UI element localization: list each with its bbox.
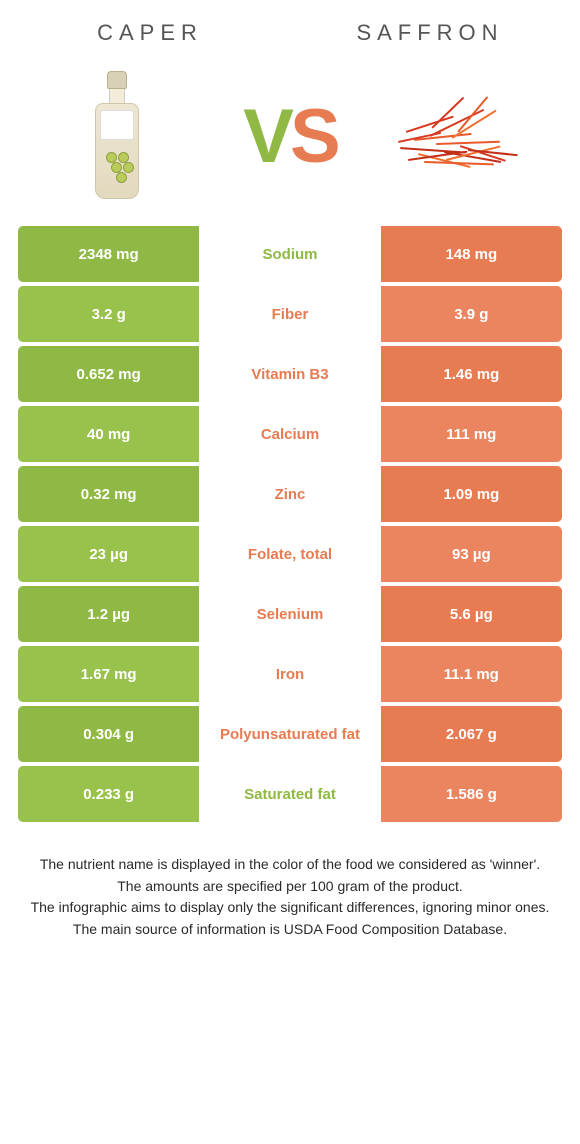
left-value: 23 µg bbox=[18, 526, 199, 582]
left-value: 2348 mg bbox=[18, 226, 199, 282]
nutrient-name: Saturated fat bbox=[199, 766, 380, 822]
left-value: 0.304 g bbox=[18, 706, 199, 762]
caper-image bbox=[30, 71, 203, 201]
vs-v: V bbox=[243, 93, 290, 180]
footer-line: The nutrient name is displayed in the co… bbox=[30, 854, 550, 876]
table-row: 1.67 mgIron11.1 mg bbox=[18, 646, 562, 702]
right-value: 93 µg bbox=[381, 526, 562, 582]
vs-s: S bbox=[290, 93, 337, 180]
right-value: 1.09 mg bbox=[381, 466, 562, 522]
nutrient-name: Zinc bbox=[199, 466, 380, 522]
table-row: 40 mgCalcium111 mg bbox=[18, 406, 562, 462]
comparison-table: 2348 mgSodium148 mg3.2 gFiber3.9 g0.652 … bbox=[0, 226, 580, 822]
nutrient-name: Calcium bbox=[199, 406, 380, 462]
table-row: 0.304 gPolyunsaturated fat2.067 g bbox=[18, 706, 562, 762]
title-left: CAPER bbox=[10, 20, 290, 46]
right-value: 1.586 g bbox=[381, 766, 562, 822]
table-row: 3.2 gFiber3.9 g bbox=[18, 286, 562, 342]
right-value: 5.6 µg bbox=[381, 586, 562, 642]
nutrient-name: Folate, total bbox=[199, 526, 380, 582]
left-value: 1.67 mg bbox=[18, 646, 199, 702]
footer-line: The main source of information is USDA F… bbox=[30, 919, 550, 941]
saffron-image bbox=[377, 91, 550, 181]
footer-line: The infographic aims to display only the… bbox=[30, 897, 550, 919]
right-value: 1.46 mg bbox=[381, 346, 562, 402]
nutrient-name: Polyunsaturated fat bbox=[199, 706, 380, 762]
right-value: 2.067 g bbox=[381, 706, 562, 762]
left-value: 0.32 mg bbox=[18, 466, 199, 522]
nutrient-name: Iron bbox=[199, 646, 380, 702]
nutrient-name: Selenium bbox=[199, 586, 380, 642]
nutrient-name: Vitamin B3 bbox=[199, 346, 380, 402]
left-value: 3.2 g bbox=[18, 286, 199, 342]
nutrient-name: Sodium bbox=[199, 226, 380, 282]
left-value: 40 mg bbox=[18, 406, 199, 462]
hero-row: VS bbox=[0, 56, 580, 226]
table-row: 0.233 gSaturated fat1.586 g bbox=[18, 766, 562, 822]
footer-line: The amounts are specified per 100 gram o… bbox=[30, 876, 550, 898]
table-row: 0.652 mgVitamin B31.46 mg bbox=[18, 346, 562, 402]
titles-row: CAPER SAFFRON bbox=[0, 0, 580, 56]
table-row: 2348 mgSodium148 mg bbox=[18, 226, 562, 282]
left-value: 0.233 g bbox=[18, 766, 199, 822]
nutrient-name: Fiber bbox=[199, 286, 380, 342]
right-value: 111 mg bbox=[381, 406, 562, 462]
table-row: 1.2 µgSelenium5.6 µg bbox=[18, 586, 562, 642]
left-value: 0.652 mg bbox=[18, 346, 199, 402]
table-row: 23 µgFolate, total93 µg bbox=[18, 526, 562, 582]
right-value: 3.9 g bbox=[381, 286, 562, 342]
left-value: 1.2 µg bbox=[18, 586, 199, 642]
right-value: 148 mg bbox=[381, 226, 562, 282]
title-right: SAFFRON bbox=[290, 20, 570, 46]
table-row: 0.32 mgZinc1.09 mg bbox=[18, 466, 562, 522]
footer-notes: The nutrient name is displayed in the co… bbox=[0, 826, 580, 941]
right-value: 11.1 mg bbox=[381, 646, 562, 702]
vs-label: VS bbox=[203, 93, 376, 180]
